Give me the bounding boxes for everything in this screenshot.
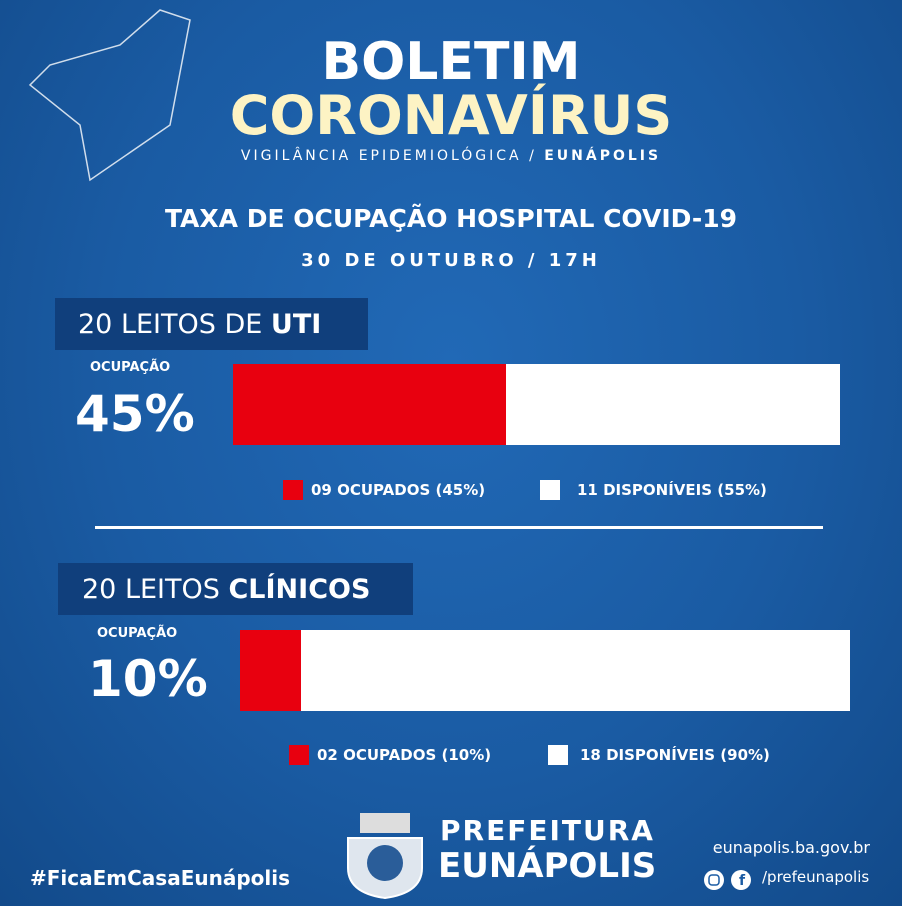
occupancy-value: 45% [75,385,195,443]
legend-available: 11 DISPONÍVEIS (55%) [577,481,767,499]
heading-date: 30 DE OUTUBRO / 17H [301,250,601,271]
subtitle-text: VIGILÂNCIA EPIDEMIOLÓGICA / [240,148,537,164]
legend-swatch-available [540,480,560,500]
section-label: 20 LEITOS DE UTI [78,309,321,340]
occupancy-value: 10% [88,650,208,708]
svg-text:f: f [739,873,746,889]
legend-occupied: 09 OCUPADOS (45%) [311,481,486,499]
legend-swatch-occupied [283,480,303,500]
bar-occupied [240,630,301,711]
bar-occupied [233,364,507,445]
website: eunapolis.ba.gov.br [712,838,870,857]
section-label-box [55,298,368,350]
social: /prefeunapolis [762,868,870,886]
label-text: 20 LEITOS DE [78,309,263,340]
bar-available [506,364,840,445]
heading-title: TAXA DE OCUPAÇÃO HOSPITAL COVID-19 [164,204,738,233]
title-line1: BOLETIM [321,32,581,92]
subtitle: VIGILÂNCIA EPIDEMIOLÓGICA / EUNÁPOLIS [0,148,902,164]
occupancy-label: OCUPAÇÃO [90,360,171,375]
label-text: 20 LEITOS [82,574,220,605]
bar-available [301,630,850,711]
section-label-box [58,563,413,615]
social-icons: f [704,870,751,890]
label-bold: CLÍNICOS [228,574,371,605]
legend-occupied: 02 OCUPADOS (10%) [317,746,492,764]
legend-swatch-occupied [289,745,309,765]
legend-available: 18 DISPONÍVEIS (90%) [580,746,770,764]
subtitle-city: EUNÁPOLIS [544,148,662,164]
title-line2: CORONAVÍRUS [229,84,673,147]
logo [347,813,423,900]
hashtag: #FicaEmCasaEunápolis [30,866,291,890]
org-line2: EUNÁPOLIS [438,846,657,886]
section-label: 20 LEITOS CLÍNICOS [82,574,370,605]
legend-swatch-available [548,745,568,765]
occupancy-label: OCUPAÇÃO [97,626,178,641]
divider [95,526,823,529]
org-line1: PREFEITURA [440,814,655,847]
label-bold: UTI [270,309,322,340]
map-outline [28,9,191,182]
